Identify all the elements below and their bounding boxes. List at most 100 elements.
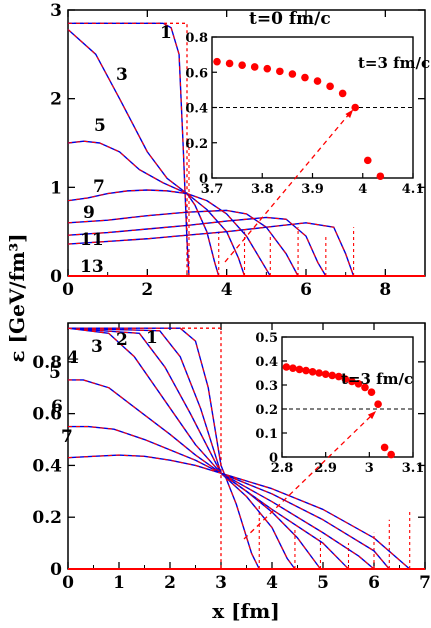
curve-label: 5	[49, 363, 61, 383]
zoom-arrow	[243, 412, 375, 540]
series-dashed-4	[67, 327, 349, 570]
curve-label: 13	[80, 257, 104, 277]
inset-y-tick-label: 0.4	[255, 355, 278, 370]
inset-point	[321, 370, 330, 379]
curve-label: 6	[51, 397, 63, 417]
y-tick-label: 3	[50, 1, 62, 21]
zoom-arrow	[224, 111, 352, 263]
x-tick-label: 6	[300, 280, 312, 300]
inset-x-tick-label: 2.8	[271, 461, 294, 476]
series-dashed-3	[67, 29, 220, 277]
inset-point	[338, 89, 347, 98]
curve-label: 3	[91, 337, 103, 357]
inset-x-tick-label: 3.1	[402, 461, 425, 476]
inset-point	[213, 57, 221, 66]
inset-y-tick-label: 0.2	[185, 137, 208, 152]
zoom-arrow-head	[367, 411, 377, 420]
inset-x-tick-label: 4	[358, 182, 367, 197]
curve-label: 3	[116, 65, 128, 85]
x-tick-label: 7	[419, 573, 431, 593]
curve-label: 9	[83, 203, 95, 223]
inset-y-tick-label: 0	[199, 172, 208, 187]
time-annotation: t=0 fm/c	[249, 9, 331, 29]
inset-point	[288, 70, 297, 78]
inset-point	[315, 369, 323, 377]
inset-y-tick-label: 0.4	[185, 102, 208, 117]
curve-label: 1	[146, 328, 158, 348]
curve-label: 1	[160, 23, 172, 43]
zoom-arrow-head	[345, 109, 354, 118]
y-tick-label: 0.4	[32, 456, 62, 476]
inset-point	[367, 388, 376, 397]
inset: 2.8 2.9 3 3.1 0 0.1 0.2 0.3 0.4 0.5 t=3 fm/c	[255, 331, 424, 476]
inset-point	[341, 375, 350, 383]
y-tick-label: 2	[50, 90, 62, 110]
x-tick-label: 6	[368, 573, 380, 593]
inset-x-tick-label: 2.9	[314, 461, 337, 476]
inset-x-tick-label: 4.1	[402, 182, 425, 197]
inset-y-tick-label: 0	[269, 451, 278, 466]
inset-point	[380, 443, 389, 452]
inset-point	[301, 73, 309, 82]
inset-point	[282, 363, 291, 371]
x-tick-label: 8	[379, 280, 391, 300]
inset: 3.7 3.8 3.9 4 4.1 0 0.2 0.4 0.6 0.8 t=3 fm/c	[185, 31, 430, 197]
x-tick-label: 4	[266, 573, 278, 593]
inset-point	[354, 380, 363, 388]
inset-point	[250, 63, 259, 71]
inset-point	[263, 64, 272, 73]
x-tick-label: 4	[221, 280, 233, 300]
series-line-11	[67, 216, 327, 277]
inset-point	[361, 383, 369, 392]
inset-frame	[281, 336, 414, 458]
inset-point	[374, 400, 382, 409]
y-tick-label: 1	[50, 178, 62, 198]
inset-point	[326, 82, 334, 91]
x-axis-label: x [fm]	[212, 599, 280, 623]
series-line-7	[67, 189, 271, 277]
y-tick-label: 0	[50, 560, 62, 580]
y-tick-label: 0.6	[32, 405, 62, 425]
series-line-1	[68, 22, 190, 277]
inset-point	[289, 364, 297, 373]
inset-point	[313, 77, 322, 85]
inset-point	[376, 172, 385, 181]
inset-x-tick-label: 3.9	[301, 182, 324, 197]
curve-label: 5	[94, 116, 106, 136]
inset-time-annotation: t=3 fm/c	[358, 54, 430, 72]
inset-y-tick-label: 0.5	[255, 331, 278, 346]
y-tick-label: 0	[50, 267, 62, 287]
inset-point	[295, 365, 304, 374]
inset-point	[348, 377, 356, 386]
inset-point	[363, 156, 372, 165]
curve-label: 7	[93, 177, 105, 197]
inset-point	[387, 450, 395, 459]
inset-point	[328, 371, 337, 380]
y-tick-label: 0.2	[32, 508, 62, 528]
inset-y-tick-label: 0.2	[255, 403, 278, 418]
inset-y-tick-label: 0.1	[255, 427, 278, 442]
inset-y-tick-label: 0.6	[185, 66, 208, 81]
x-tick-label: 2	[164, 573, 176, 593]
x-tick-label: 2	[141, 280, 153, 300]
inset-point	[308, 368, 317, 376]
series-dashed-5	[67, 140, 246, 277]
series-line-6	[68, 425, 390, 570]
series-dashed-11	[67, 216, 327, 277]
x-tick-label: 1	[113, 573, 125, 593]
series-dashed-7	[67, 454, 411, 570]
curve-label: 4	[67, 348, 79, 368]
inset-point	[302, 366, 310, 375]
inset-point	[351, 103, 360, 112]
series-dashed-1	[68, 327, 260, 570]
x-tick-label: 0	[62, 573, 74, 593]
inset-time-annotation: t=3 fm/c	[341, 370, 413, 388]
curve-label: 11	[80, 230, 104, 250]
inset-point	[238, 61, 246, 69]
inset-y-tick-label: 0.8	[185, 31, 208, 46]
y-tick-label: 0.8	[32, 353, 62, 373]
curve-label: 7	[61, 427, 73, 447]
